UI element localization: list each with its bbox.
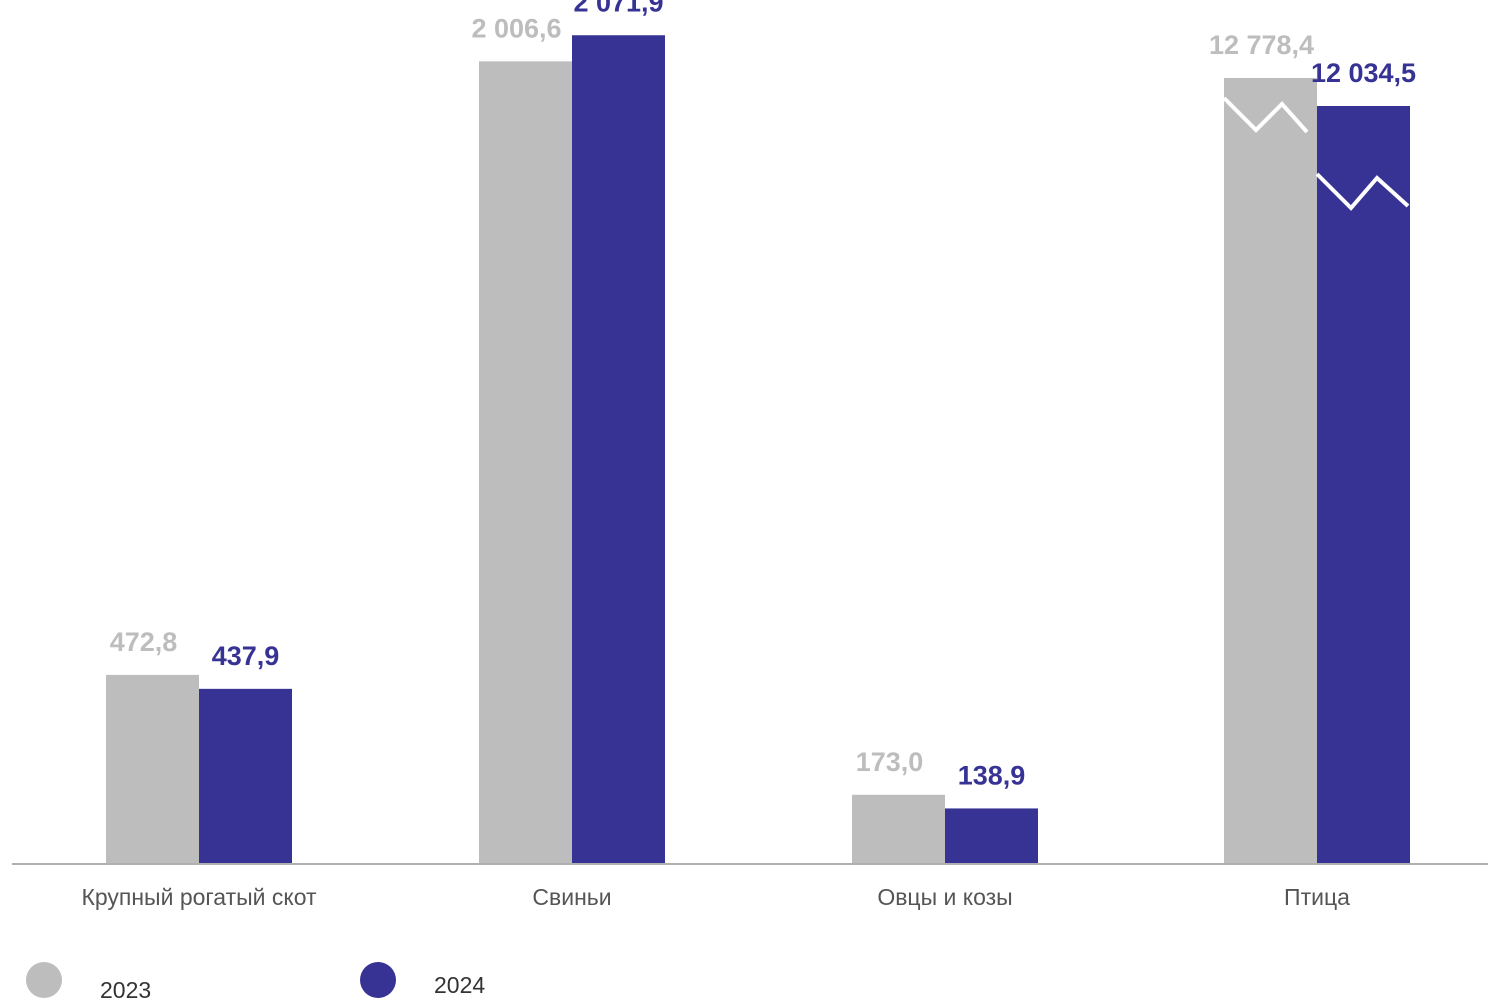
legend-marker-2023 bbox=[26, 962, 62, 998]
value-label-2023-2: 2 006,6 bbox=[471, 13, 561, 43]
value-label-2023-1: 472,8 bbox=[110, 627, 178, 657]
bar-2023-2 bbox=[479, 61, 572, 865]
bar-2024-3 bbox=[945, 808, 1038, 864]
bar-2024-2 bbox=[572, 35, 665, 865]
bars-layer bbox=[106, 35, 1410, 865]
value-label-2024-3: 138,9 bbox=[958, 760, 1026, 790]
category-label-4: Птица bbox=[1284, 884, 1350, 910]
bar-2023-3 bbox=[852, 794, 945, 864]
value-label-2024-4: 12 034,5 bbox=[1311, 58, 1416, 88]
legend-label-2024: 2024 bbox=[434, 972, 485, 998]
axis-break-zigzag-2023 bbox=[1222, 96, 1309, 134]
bar-2023-4 bbox=[1224, 78, 1317, 864]
value-label-2023-3: 173,0 bbox=[856, 747, 924, 777]
legend-marker-2024 bbox=[360, 962, 396, 998]
category-label-2: Свиньи bbox=[532, 884, 611, 910]
category-labels-layer: Крупный рогатый скот Свиньи Овцы и козы Пти… bbox=[81, 884, 1350, 910]
value-label-2024-1: 437,9 bbox=[212, 641, 280, 671]
axis-break-zigzag-2024 bbox=[1315, 172, 1410, 211]
bar-2024-1 bbox=[199, 688, 292, 864]
value-labels-layer: 472,8 437,9 2 006,6 2 071,9 173,0 138,9 12 778… bbox=[110, 0, 1416, 790]
value-label-2023-4: 12 778,4 bbox=[1209, 30, 1314, 60]
axis-break-marks bbox=[1222, 96, 1410, 211]
category-label-3: Овцы и козы bbox=[877, 884, 1012, 910]
bar-2024-4 bbox=[1317, 106, 1410, 864]
value-label-2024-2: 2 071,9 bbox=[573, 0, 663, 17]
category-label-1: Крупный рогатый скот bbox=[81, 884, 317, 910]
legend: 2023 2024 bbox=[26, 962, 485, 1000]
legend-label-2023: 2023 bbox=[100, 977, 151, 1000]
bar-2023-1 bbox=[106, 674, 199, 864]
